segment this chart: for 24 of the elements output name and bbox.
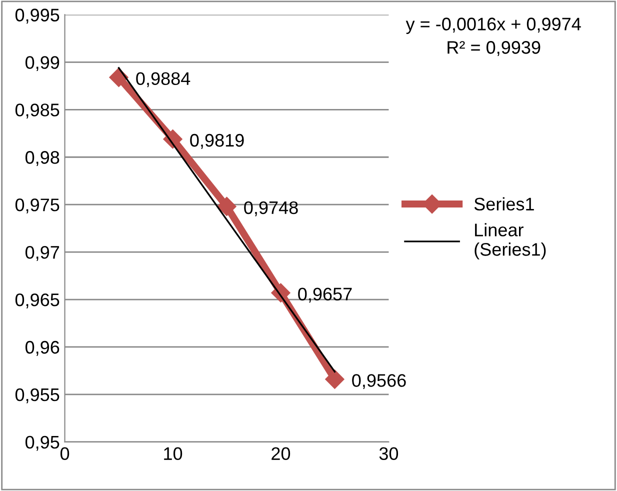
y-tick-label: 0,95: [25, 436, 60, 451]
y-tick-label: 0,975: [15, 198, 60, 214]
y-tick-label: 0,995: [15, 8, 60, 24]
y-tick-label: 0,985: [15, 104, 60, 119]
data-label: 0,9657: [298, 288, 352, 303]
legend-label: Linear (Series1): [474, 223, 546, 260]
y-tick-label: 0,965: [15, 293, 60, 308]
y-tick-label: 0,955: [15, 388, 60, 404]
x-tick-label: 30: [379, 447, 398, 460]
text: y = -0,0016x + 0,9974 R² = 0,9939: [406, 18, 581, 56]
x-tick-label: 10: [164, 447, 182, 460]
x-tick-label: 0: [60, 447, 70, 460]
legend-label: Series1: [474, 197, 534, 211]
y-tick-label: 0,98: [25, 151, 60, 166]
point: [217, 196, 236, 216]
data-label: 0,9566: [352, 374, 406, 390]
y-tick-label: 0,96: [25, 340, 60, 356]
point: [325, 370, 344, 389]
data-label: 0,9819: [190, 134, 244, 149]
y-tick-label: 0,97: [25, 246, 60, 261]
data-label: 0,9884: [136, 72, 190, 88]
y-tick-label: 0,99: [25, 56, 60, 72]
x-tick-label: 20: [272, 447, 290, 460]
data-label: 0,9748: [244, 201, 298, 216]
